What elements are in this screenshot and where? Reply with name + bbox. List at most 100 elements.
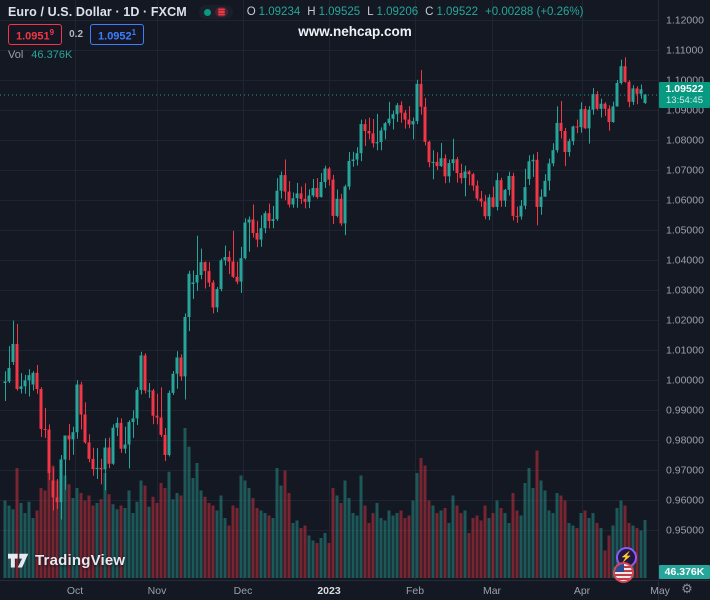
volume-bar [95, 503, 99, 578]
candle [495, 172, 499, 211]
candle [139, 351, 143, 395]
symbol-title[interactable]: Euro / U.S. Dollar · 1D · FXCM [8, 5, 187, 19]
volume-bar [427, 500, 431, 578]
candle [511, 172, 515, 221]
volume-bar [395, 513, 399, 578]
candle [79, 381, 83, 430]
last-volume-label: 46.376K [659, 565, 710, 579]
time-axis-label: Oct [67, 585, 83, 597]
volume-bar [451, 495, 455, 578]
buy-ask-button[interactable]: 1.09521 [90, 23, 145, 46]
candle [71, 426, 75, 455]
volume-bar [379, 518, 383, 578]
volume-bar [75, 488, 79, 578]
volume-bar [255, 508, 259, 578]
volume-bar [231, 505, 235, 578]
price-tick-label: 1.03000 [666, 285, 704, 297]
candle [479, 191, 483, 207]
volume-bar [219, 495, 223, 578]
volume-bar [275, 468, 279, 578]
candle [603, 102, 607, 116]
volume-bar [31, 518, 35, 578]
flag-canton [615, 564, 624, 572]
volume-bar [163, 488, 167, 578]
candle [475, 180, 479, 201]
candle [75, 380, 79, 439]
candle [483, 194, 487, 220]
volume-bar [363, 505, 367, 578]
volume-bar [455, 505, 459, 578]
volume-bar [475, 515, 479, 578]
volume-bar [175, 493, 179, 578]
volume-bar [67, 484, 71, 578]
volume-bar [415, 473, 419, 578]
tradingview-logo[interactable]: TradingView [8, 552, 125, 569]
volume-bar [63, 475, 67, 578]
candle [83, 402, 87, 444]
volume-bar [435, 513, 439, 578]
volume-bar [111, 504, 115, 578]
price-tick-label: 0.97000 [666, 465, 704, 477]
candle [43, 407, 47, 438]
candle [227, 251, 231, 275]
volume-bars [3, 428, 647, 578]
price-tick-label: 1.08000 [666, 135, 704, 147]
volume-bar [383, 520, 387, 578]
gear-icon[interactable]: ⚙ [681, 581, 693, 596]
candle [275, 178, 279, 221]
candle [383, 122, 387, 140]
volume-bar [83, 500, 87, 578]
volume-bar [251, 498, 255, 578]
volume-bar [51, 465, 55, 578]
candle [555, 106, 559, 153]
time-axis-label: Nov [148, 585, 167, 597]
volume-bar [11, 509, 15, 578]
volume-bar [519, 515, 523, 578]
candle [239, 246, 243, 293]
volume-bar [391, 515, 395, 578]
candle [279, 171, 283, 199]
candle [135, 387, 139, 425]
volume-bar [411, 500, 415, 578]
candle [291, 192, 295, 208]
volume-bar [559, 495, 563, 578]
sell-bid-button[interactable]: 1.09519 [8, 23, 63, 46]
volume-bar [27, 501, 31, 578]
volume-bar [355, 515, 359, 578]
volume-bar [643, 520, 647, 578]
candle [615, 80, 619, 107]
candle [623, 57, 627, 83]
volume-bar [39, 488, 43, 578]
open-label: O [246, 6, 256, 18]
last-price-value: 1.09522 [665, 83, 704, 95]
candle [247, 216, 251, 252]
candle [487, 194, 491, 221]
candle [203, 261, 207, 289]
candle [259, 215, 263, 247]
volume-bar [531, 488, 535, 578]
price-tick-label: 1.05000 [666, 225, 704, 237]
candle [31, 371, 35, 391]
candle [403, 110, 407, 129]
volume-bar [439, 510, 443, 578]
volume-bar [407, 515, 411, 578]
market-status-toggle[interactable] [198, 5, 233, 19]
high-label: H [307, 6, 316, 18]
candle [543, 174, 547, 197]
volume-bar [339, 503, 343, 578]
candle [131, 410, 135, 438]
time-axis[interactable] [0, 580, 658, 600]
candle [287, 181, 291, 208]
candle-series [3, 57, 647, 520]
candle [399, 101, 403, 123]
change-value: +0.00288 (+0.26%) [485, 6, 584, 18]
watermark-text: www.nehcap.com [298, 24, 412, 39]
us-flag-event-icon[interactable] [613, 562, 634, 583]
candle [455, 157, 459, 183]
candle [343, 184, 347, 236]
volume-bar [323, 533, 327, 578]
volume-bar [23, 513, 27, 578]
volume-bar [639, 530, 643, 578]
price-tick-label: 1.04000 [666, 255, 704, 267]
